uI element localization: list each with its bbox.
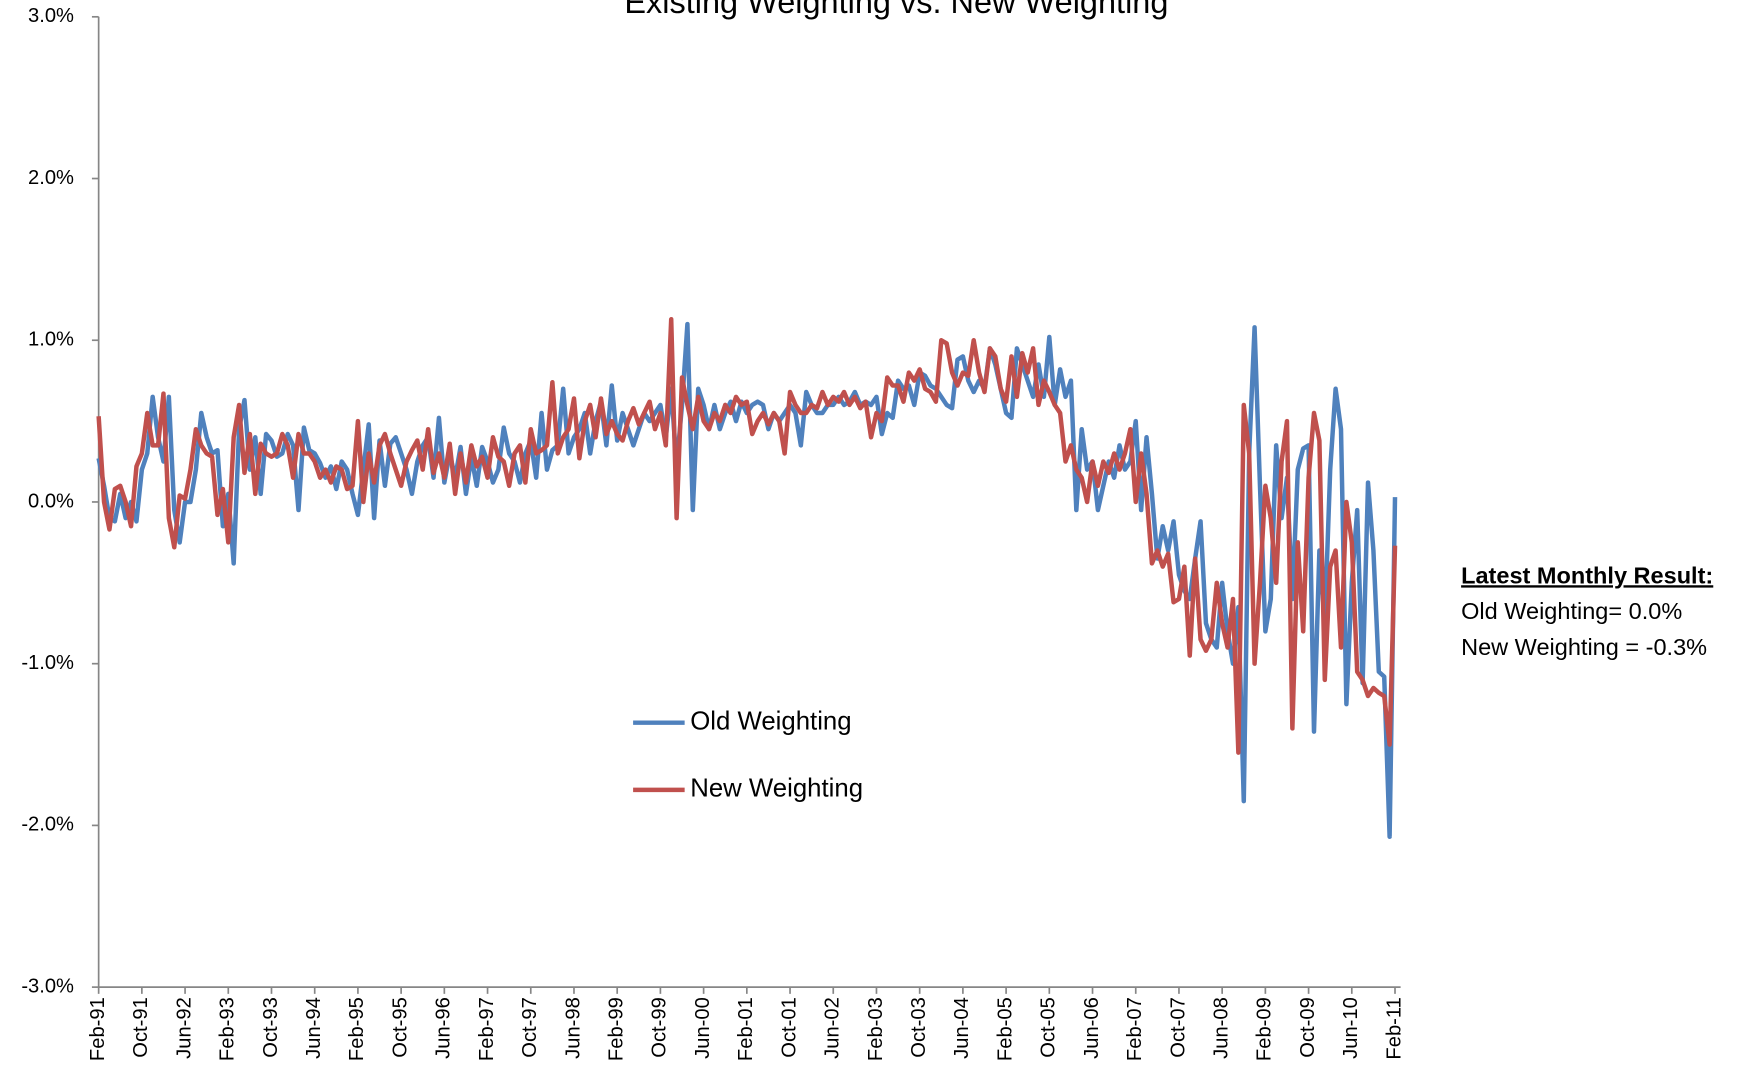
legend-label: New Weighting [690,775,863,803]
x-tick-label: Jun-04 [951,997,973,1059]
x-tick-label: Feb-01 [735,997,757,1061]
x-tick-label: Jun-10 [1340,997,1362,1059]
annotation-heading: Latest Monthly Result: [1461,562,1713,588]
x-tick-label: Jun-00 [692,997,714,1059]
series-line [96,316,1398,755]
x-tick-label: Jun-08 [1210,997,1232,1059]
x-tick-label: Jun-06 [1081,997,1103,1059]
x-tick-label: Feb-97 [476,997,498,1061]
legend-label: Old Weighting [690,708,851,736]
x-tick-label: Oct-91 [130,997,152,1058]
y-tick-label: 0.0% [28,490,74,512]
y-tick-label: 3.0% [28,5,74,27]
x-tick-label: Feb-99 [606,997,628,1061]
x-tick-label: Feb-11 [1383,997,1405,1059]
x-tick-label: Oct-95 [389,997,411,1058]
x-tick-label: Feb-91 [87,997,109,1061]
x-tick-label: Feb-03 [865,997,887,1061]
y-tick-label: 2.0% [28,167,74,189]
x-tick-label: Oct-03 [908,997,930,1058]
x-tick-label: Oct-07 [1167,997,1189,1058]
x-tick-label: Feb-95 [346,997,368,1061]
y-tick-label: -1.0% [21,652,74,674]
x-tick-label: Oct-05 [1038,997,1060,1058]
x-tick-label: Oct-01 [778,997,800,1058]
x-tick-label: Oct-97 [519,997,541,1058]
chart-title: Existing Weighting vs. New Weighting [624,0,1168,20]
x-tick-label: Feb-93 [217,997,239,1061]
x-tick-label: Jun-02 [822,997,844,1059]
y-tick-label: 1.0% [28,329,74,351]
x-tick-label: Oct-99 [649,997,671,1058]
x-tick-label: Feb-07 [1124,997,1146,1061]
annotation-line: Old Weighting= 0.0% [1461,598,1682,624]
annotation-line: New Weighting = -0.3% [1461,634,1707,660]
x-tick-label: Jun-94 [303,997,325,1059]
x-tick-label: Oct-09 [1297,997,1319,1058]
y-tick-label: -3.0% [21,975,74,997]
x-tick-label: Feb-09 [1254,997,1276,1061]
x-tick-label: Jun-96 [433,997,455,1059]
x-tick-label: Jun-98 [562,997,584,1059]
y-tick-label: -2.0% [21,814,74,836]
x-tick-label: Feb-05 [994,997,1016,1061]
x-tick-label: Oct-93 [260,997,282,1058]
x-tick-label: Jun-92 [173,997,195,1059]
